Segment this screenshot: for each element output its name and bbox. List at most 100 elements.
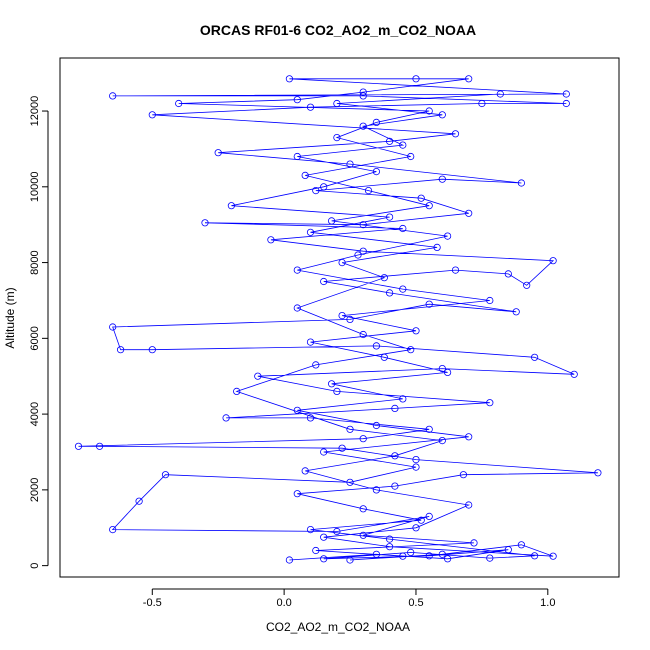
- data-point: [293, 266, 301, 274]
- data-point: [109, 323, 117, 331]
- data-point: [148, 111, 156, 119]
- data-point: [359, 88, 367, 96]
- data-point: [320, 448, 328, 456]
- data-point: [254, 372, 262, 380]
- data-point: [478, 99, 486, 108]
- data-point: [562, 99, 570, 108]
- data-point: [346, 556, 354, 564]
- data-point: [438, 175, 446, 183]
- data-point: [222, 414, 230, 422]
- x-tick-label: 0.5: [408, 597, 423, 609]
- data-point: [425, 425, 433, 433]
- data-point: [285, 556, 293, 564]
- y-tick-label: 2000: [29, 478, 41, 502]
- data-point: [549, 552, 557, 560]
- data-point: [214, 149, 222, 157]
- data-point: [391, 404, 399, 412]
- data-point: [74, 442, 83, 450]
- data-point: [391, 452, 399, 460]
- data-point: [517, 179, 526, 187]
- x-tick-label: 0.0: [276, 597, 291, 609]
- data-point: [407, 346, 415, 354]
- data-point: [399, 395, 407, 403]
- data-point: [201, 219, 209, 227]
- data-point: [359, 92, 367, 100]
- data-point: [470, 539, 478, 547]
- data-point: [530, 552, 539, 560]
- data-point: [372, 342, 380, 350]
- data-point: [459, 471, 467, 479]
- data-point: [504, 270, 512, 278]
- data-point: [399, 224, 407, 233]
- data-point: [312, 546, 320, 555]
- data-point: [380, 353, 388, 361]
- y-tick-label: 12000: [29, 96, 41, 127]
- data-point: [407, 548, 415, 557]
- data-point: [175, 99, 183, 108]
- data-point: [372, 486, 380, 494]
- data-point: [425, 552, 433, 560]
- data-point: [301, 467, 309, 475]
- series-line: [78, 78, 598, 561]
- data-point: [451, 266, 460, 274]
- data-point: [399, 552, 407, 560]
- data-point: [385, 543, 394, 551]
- data-point: [512, 308, 520, 316]
- data-point: [570, 370, 578, 378]
- data-point: [372, 421, 380, 430]
- data-point: [433, 243, 441, 251]
- data-point: [465, 209, 473, 217]
- chart-title: ORCAS RF01-6 CO2_AO2_m_CO2_NOAA: [200, 22, 476, 38]
- data-point: [438, 436, 446, 445]
- data-point: [233, 387, 241, 395]
- data-point: [391, 482, 399, 490]
- data-point: [327, 217, 336, 225]
- data-point: [320, 555, 328, 563]
- data-point: [333, 527, 341, 536]
- data-point: [327, 380, 336, 388]
- x-tick-label: 1.0: [540, 597, 555, 609]
- data-point: [412, 327, 420, 335]
- data-point: [385, 213, 394, 221]
- data-point: [465, 433, 473, 441]
- data-point: [359, 122, 367, 130]
- data-point: [417, 194, 425, 202]
- data-point: [359, 330, 367, 339]
- data-point: [346, 478, 354, 486]
- data-point: [523, 281, 531, 289]
- data-point: [306, 414, 315, 422]
- data-point: [306, 228, 315, 236]
- data-point: [354, 251, 362, 259]
- data-point: [385, 137, 394, 145]
- data-point: [412, 463, 420, 471]
- data-point: [285, 75, 293, 83]
- data-point: [385, 289, 394, 297]
- data-point: [135, 497, 143, 505]
- data-point: [486, 399, 494, 407]
- data-point: [385, 535, 394, 543]
- y-axis-ticks: 0 2000 4000 6000 8000 10000 12000: [29, 96, 48, 569]
- data-point: [412, 524, 420, 532]
- data-point: [486, 554, 494, 562]
- data-point: [465, 75, 473, 83]
- data-point: [438, 364, 446, 373]
- y-axis-label: Altitude (m): [3, 287, 17, 348]
- data-point: [399, 141, 407, 149]
- data-point: [412, 455, 420, 464]
- data-point: [380, 274, 388, 282]
- data-point: [359, 435, 367, 443]
- data-point: [359, 221, 367, 229]
- data-point: [412, 75, 420, 83]
- data-point: [109, 525, 117, 534]
- plot-frame: [59, 57, 620, 578]
- data-point: [148, 346, 156, 354]
- data-point: [312, 187, 320, 195]
- data-point: [594, 469, 602, 477]
- x-axis-label: CO2_AO2_m_CO2_NOAA: [266, 620, 410, 634]
- y-tick-label: 10000: [29, 172, 41, 203]
- data-point: [425, 107, 433, 115]
- data-point: [293, 406, 301, 414]
- data-point: [346, 315, 354, 323]
- data-point: [372, 550, 380, 558]
